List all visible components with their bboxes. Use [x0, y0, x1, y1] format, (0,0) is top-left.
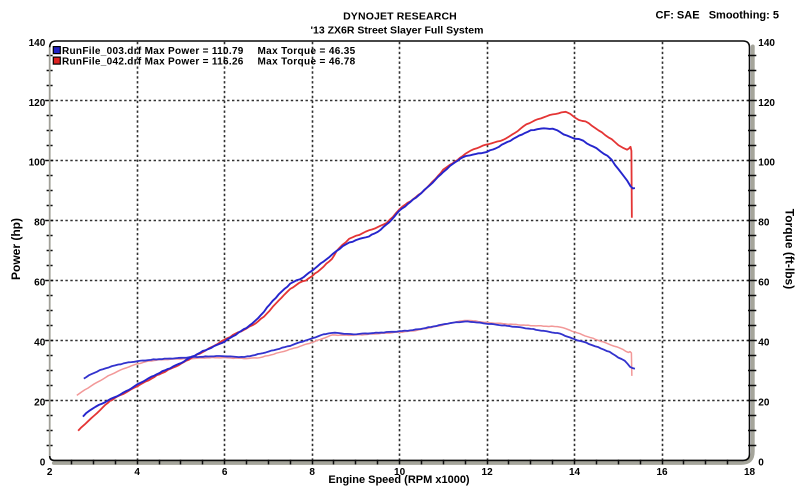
- svg-text:60: 60: [758, 278, 770, 289]
- svg-text:12: 12: [482, 467, 494, 478]
- svg-text:120: 120: [758, 98, 775, 109]
- svg-text:Max Torque = 46.35: Max Torque = 46.35: [258, 46, 356, 57]
- svg-text:120: 120: [29, 98, 46, 109]
- svg-text:2: 2: [47, 467, 53, 478]
- svg-text:140: 140: [758, 38, 775, 49]
- svg-text:140: 140: [29, 38, 46, 49]
- svg-text:18: 18: [744, 467, 756, 478]
- svg-text:80: 80: [34, 218, 46, 229]
- svg-text:CF: SAE Smoothing: 5: CF: SAE Smoothing: 5: [656, 9, 779, 21]
- svg-text:80: 80: [758, 218, 770, 229]
- svg-text:RunFile_003.drf Max Power = 11: RunFile_003.drf Max Power = 110.79: [62, 46, 244, 57]
- svg-text:40: 40: [758, 338, 770, 349]
- svg-text:8: 8: [309, 467, 315, 478]
- svg-text:RunFile_042.drf Max Power = 11: RunFile_042.drf Max Power = 116.26: [62, 57, 244, 68]
- svg-text:Torque (ft-lbs): Torque (ft-lbs): [783, 209, 797, 289]
- svg-text:100: 100: [29, 158, 46, 169]
- svg-text:0: 0: [758, 458, 764, 469]
- svg-text:0: 0: [40, 458, 46, 469]
- svg-text:20: 20: [758, 397, 770, 408]
- svg-text:14: 14: [569, 467, 581, 478]
- svg-text:Power (hp): Power (hp): [9, 218, 23, 280]
- svg-text:20: 20: [34, 397, 46, 408]
- svg-text:Engine Speed (RPM x1000): Engine Speed (RPM x1000): [328, 474, 470, 486]
- svg-text:4: 4: [134, 467, 140, 478]
- svg-text:Max Torque = 46.78: Max Torque = 46.78: [258, 57, 356, 68]
- svg-text:16: 16: [656, 467, 668, 478]
- svg-text:'13 ZX6R Street Slayer Full Sy: '13 ZX6R Street Slayer Full System: [311, 25, 484, 37]
- svg-text:6: 6: [222, 467, 228, 478]
- svg-text:40: 40: [34, 338, 46, 349]
- svg-text:100: 100: [758, 158, 775, 169]
- svg-text:60: 60: [34, 278, 46, 289]
- svg-text:10: 10: [394, 467, 406, 478]
- svg-text:DYNOJET RESEARCH: DYNOJET RESEARCH: [343, 11, 457, 23]
